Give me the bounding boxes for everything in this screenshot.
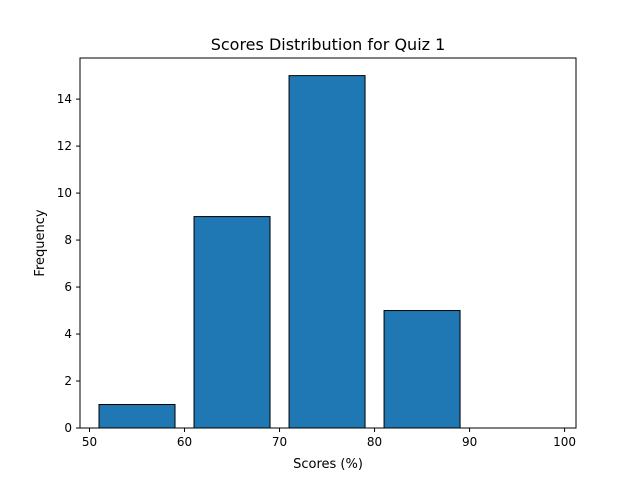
- x-tick-label: 100: [553, 435, 576, 449]
- y-tick-label: 0: [64, 421, 72, 435]
- y-tick-label: 4: [64, 327, 72, 341]
- x-tick-label: 50: [82, 435, 97, 449]
- y-tick-label: 8: [64, 233, 72, 247]
- x-tick-label: 80: [367, 435, 382, 449]
- x-tick-label: 70: [272, 435, 287, 449]
- histogram-bar: [193, 216, 271, 429]
- y-tick-label: 6: [64, 280, 72, 294]
- y-tick-label: 2: [64, 374, 72, 388]
- histogram-bar: [288, 75, 366, 429]
- chart-title: Scores Distribution for Quiz 1: [211, 35, 446, 54]
- x-tick-label: 60: [177, 435, 192, 449]
- x-axis-ticks: 50 60 70 80 90 100: [82, 428, 576, 449]
- plot-frame: [79, 57, 577, 429]
- histogram-bar: [98, 404, 176, 429]
- histogram-bar: [383, 310, 461, 429]
- y-tick-label: 10: [57, 186, 72, 200]
- y-tick-label: 14: [57, 92, 72, 106]
- bars-group: [98, 75, 461, 429]
- y-axis-ticks: 0 2 4 6 8 10 12 14: [57, 92, 80, 435]
- y-tick-label: 12: [57, 139, 72, 153]
- x-tick-label: 90: [462, 435, 477, 449]
- y-axis-label: Frequency: [33, 209, 48, 276]
- x-axis-label: Scores (%): [293, 457, 363, 472]
